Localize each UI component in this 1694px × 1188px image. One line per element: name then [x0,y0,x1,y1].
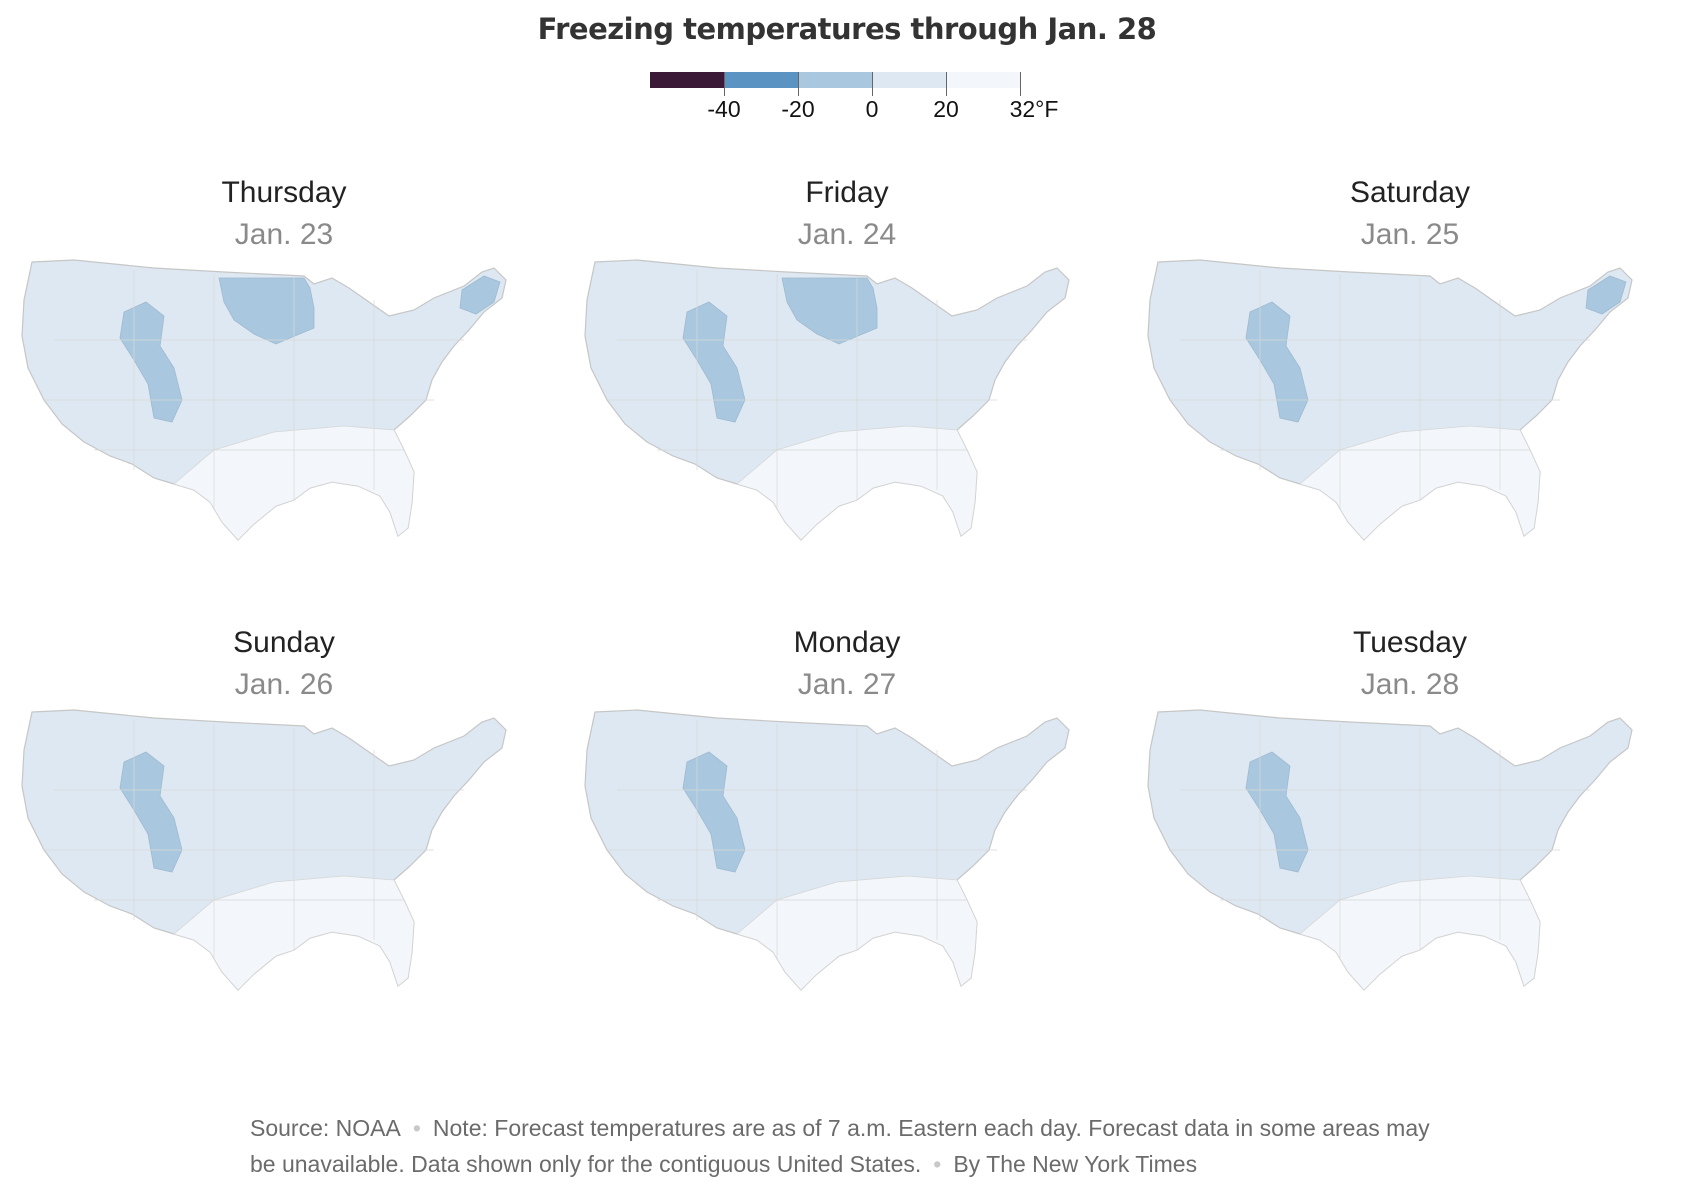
source-text: Source: NOAA [250,1115,401,1141]
state-borders [607,270,1027,510]
credit-text: By The New York Times [953,1151,1198,1177]
panel-day: Tuesday [1353,626,1467,659]
legend-tick [1020,72,1021,96]
temperature-legend: -40 -20 0 20 32°F [650,70,1110,130]
cold-zone-northeast [1585,275,1627,315]
us-map [584,259,1070,541]
map-panel-sunday: Sunday Jan. 26 [14,620,554,1050]
panel-date: Jan. 28 [1360,668,1460,701]
cold-zone-rockies [682,751,746,873]
legend-tick-label: -40 [707,96,741,122]
legend-bin-2 [724,72,798,88]
panel-date: Jan. 24 [797,218,897,251]
legend-bin-3 [798,72,872,88]
separator-dot: • [933,1151,942,1177]
panel-day: Saturday [1349,176,1471,209]
state-borders [44,720,464,960]
chart-title: Freezing temperatures through Jan. 28 [537,12,1157,46]
panel-date: Jan. 27 [797,668,897,701]
legend-tick [872,72,873,96]
map-panel-thursday: Thursday Jan. 23 [14,170,554,600]
legend-tick-label: 20 [933,96,959,122]
us-map [584,709,1070,991]
legend-tick [798,72,799,96]
us-map [1147,259,1633,541]
panel-day: Friday [805,176,889,209]
cold-zone-rockies [119,751,183,873]
cold-zone-upper-midwest [781,277,878,345]
state-borders [1170,720,1590,960]
panel-date: Jan. 23 [234,218,334,251]
cold-zone-rockies [682,301,746,423]
map-panel-monday: Monday Jan. 27 [577,620,1117,1050]
small-multiples-grid: Thursday Jan. 23 Friday Jan. 24 Saturday… [14,170,1680,1050]
map-panel-friday: Friday Jan. 24 [577,170,1117,600]
legend-tick [724,72,725,96]
state-borders [44,270,464,510]
panel-day: Sunday [233,626,335,659]
footer-notes: Source: NOAA • Note: Forecast temperatures… [250,1110,1450,1182]
cold-zone-northeast [459,275,501,315]
map-panel-saturday: Saturday Jan. 25 [1140,170,1680,600]
legend-tick-label: -20 [781,96,815,122]
map-panel-tuesday: Tuesday Jan. 28 [1140,620,1680,1050]
legend-tick-label: 32°F [1009,96,1059,122]
state-borders [1170,270,1590,510]
cold-zone-rockies [1245,301,1309,423]
cold-zone-rockies [1245,751,1309,873]
cold-zone-rockies [119,301,183,423]
us-map [21,709,507,991]
note-text: Note: Forecast temperatures are as of 7 … [250,1115,1430,1177]
legend-bin-4 [872,72,946,88]
cold-zone-upper-midwest [218,277,315,345]
legend-bin-5 [946,72,1020,88]
state-borders [607,720,1027,960]
panel-day: Monday [793,626,901,659]
separator-dot: • [412,1115,421,1141]
us-map [21,259,507,541]
legend-tick [946,72,947,96]
legend-bin-1 [650,72,724,88]
panel-day: Thursday [221,176,347,209]
legend-tick-label: 0 [865,96,879,122]
us-map [1147,709,1633,991]
panel-date: Jan. 26 [234,668,334,701]
panel-date: Jan. 25 [1360,218,1460,251]
